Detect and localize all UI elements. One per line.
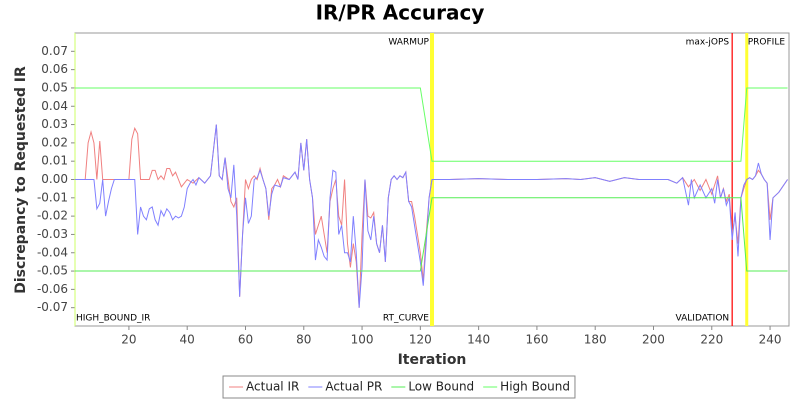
y-tick-label: 0.04 — [41, 99, 68, 113]
x-axis-label: Iteration — [398, 352, 467, 368]
y-tick-label: -0.03 — [37, 227, 68, 241]
legend: Actual IR Actual PR Low Bound High Bound — [222, 375, 576, 399]
y-axis-label: Discrepancy to Requested IR — [13, 66, 29, 294]
series-line — [75, 197, 788, 272]
x-tick-label: 40 — [180, 333, 195, 347]
y-tick-label: 0.03 — [41, 117, 68, 131]
x-tick-label: 120 — [409, 333, 432, 347]
y-tick-label: -0.06 — [37, 282, 68, 296]
series-line — [75, 87, 788, 162]
x-tick-label: 140 — [467, 333, 490, 347]
marker-label: PROFILE — [748, 38, 786, 48]
x-tick-label: 180 — [584, 333, 607, 347]
y-tick-label: -0.07 — [37, 300, 68, 314]
legend-label: Low Bound — [408, 380, 474, 394]
marker-label: max-jOPS — [686, 38, 730, 48]
y-tick-label: -0.04 — [37, 245, 68, 259]
y-tick-label: -0.02 — [37, 209, 68, 223]
y-tick-label: 0.00 — [41, 172, 68, 186]
y-tick-label: 0.05 — [41, 80, 68, 94]
y-tick-label: 0.06 — [41, 62, 68, 76]
x-tick-label: 20 — [121, 333, 136, 347]
legend-label: High Bound — [500, 380, 570, 394]
series-line — [75, 124, 788, 308]
legend-label: Actual PR — [325, 380, 382, 394]
y-tick-label: 0.07 — [41, 44, 68, 58]
chart-title: IR/PR Accuracy — [316, 1, 485, 25]
x-tick-label: 240 — [759, 333, 782, 347]
marker-label: RT_CURVE — [383, 314, 429, 324]
x-tick-label: 220 — [700, 333, 723, 347]
x-tick-label: 160 — [525, 333, 548, 347]
x-tick-label: 200 — [642, 333, 665, 347]
y-tick-label: -0.05 — [37, 264, 68, 278]
marker-label: HIGH_BOUND_IR — [76, 314, 150, 324]
x-tick-label: 60 — [238, 333, 253, 347]
marker-label: WARMUP — [388, 38, 429, 48]
legend-label: Actual IR — [246, 380, 299, 394]
x-tick-label: 100 — [351, 333, 374, 347]
y-tick-label: 0.02 — [41, 135, 68, 149]
x-tick-label: 80 — [296, 333, 311, 347]
marker-label: VALIDATION — [676, 314, 730, 324]
y-tick-label: 0.01 — [41, 154, 68, 168]
y-tick-label: -0.01 — [37, 190, 68, 204]
